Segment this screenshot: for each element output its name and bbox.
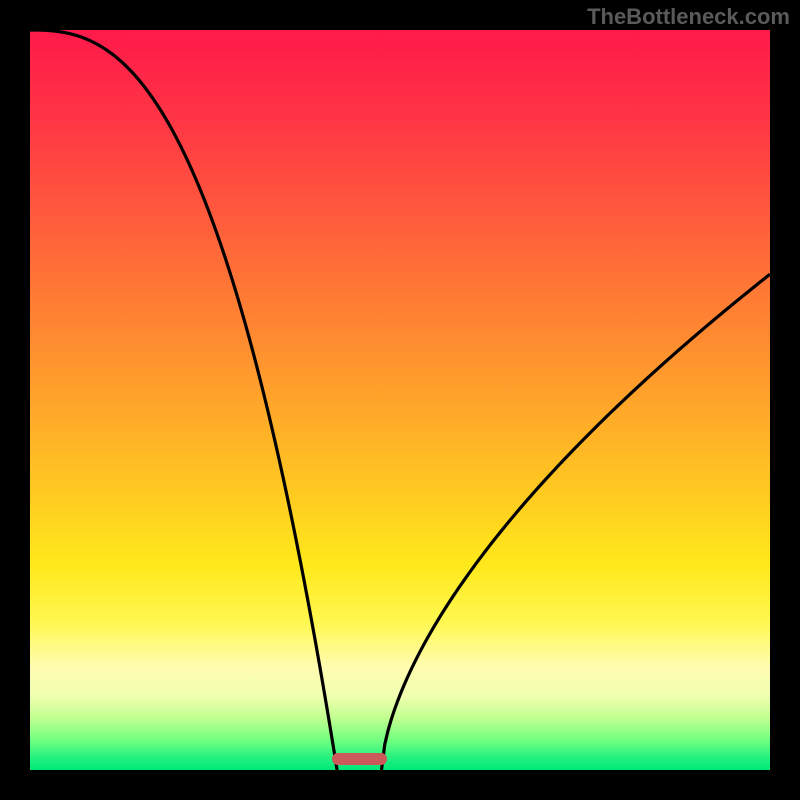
plot-area bbox=[30, 30, 770, 770]
optimal-marker bbox=[332, 753, 388, 765]
watermark-text: TheBottleneck.com bbox=[587, 4, 790, 30]
bottleneck-curves bbox=[30, 30, 770, 770]
curve-left bbox=[30, 30, 337, 770]
curve-right bbox=[382, 274, 771, 770]
